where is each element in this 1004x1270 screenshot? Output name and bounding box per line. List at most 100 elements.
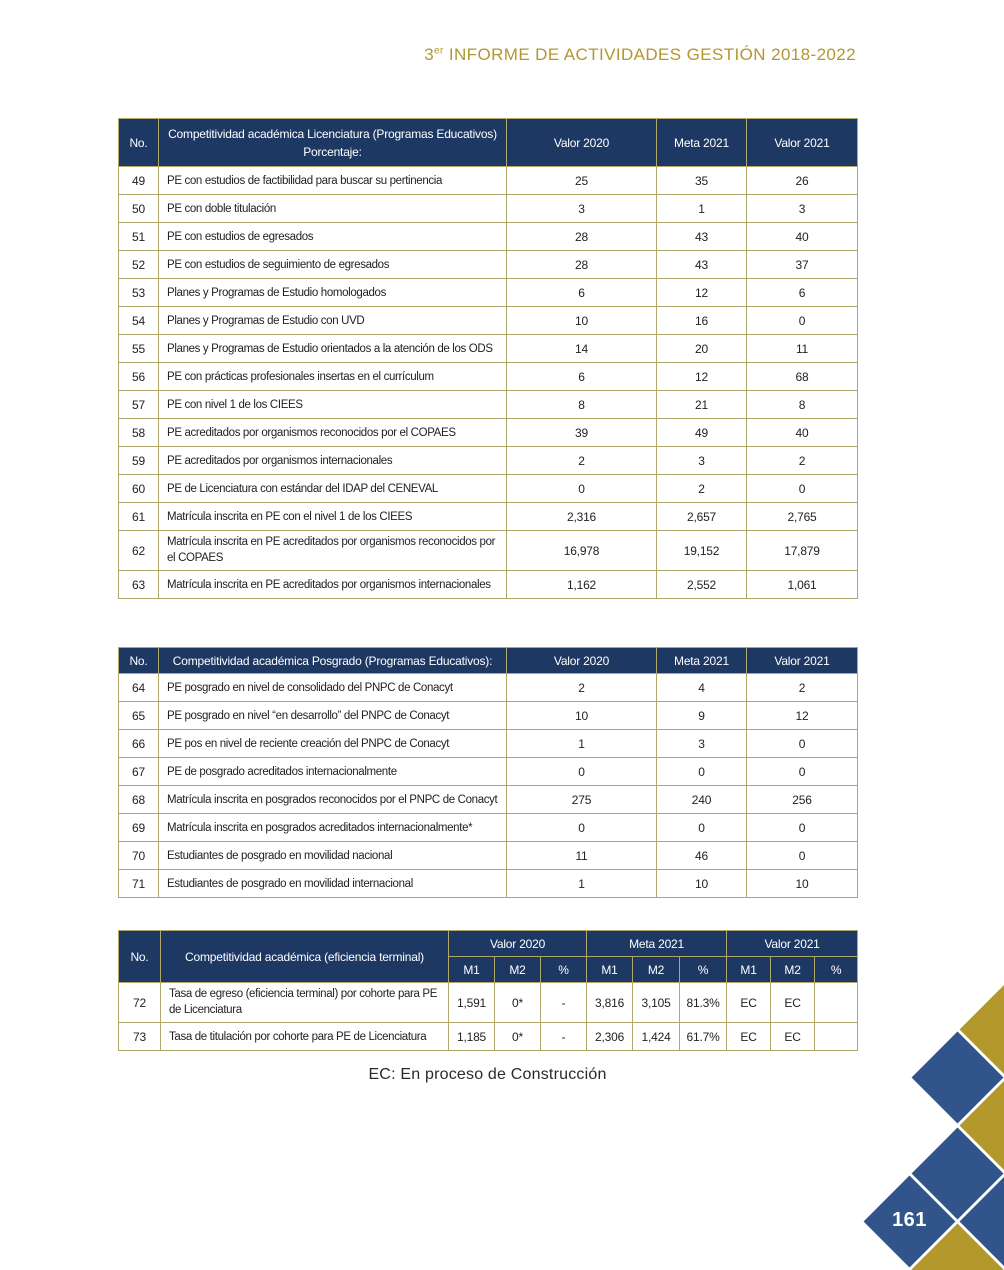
value-cell: 2,552: [656, 570, 747, 600]
table-row: 70 Estudiantes de posgrado en movilidad n…: [118, 841, 858, 870]
indicator-label-cell: Matrícula inscrita en PE con el nivel 1 …: [158, 502, 507, 531]
value-cell: 12: [656, 362, 747, 391]
page-title-text: INFORME DE ACTIVIDADES GESTIÓN 2018-2022: [443, 45, 856, 64]
value-cell: 12: [746, 701, 858, 730]
gold-diamond: [959, 1079, 1004, 1172]
page-number: 161: [892, 1209, 927, 1231]
value-cell: 3: [506, 194, 657, 223]
row-number-cell: 67: [118, 757, 159, 786]
column-subheader: M1: [586, 956, 634, 983]
value-cell: 16,978: [506, 529, 657, 572]
value-cell: 17,879: [746, 529, 858, 572]
value-cell: 8: [506, 390, 657, 419]
column-subheader: M1: [448, 956, 495, 983]
row-number-cell: 70: [118, 841, 159, 870]
value-cell: EC: [770, 1022, 816, 1052]
value-cell: 49: [656, 418, 747, 447]
row-number-cell: 57: [118, 390, 159, 419]
page-title: 3er INFORME DE ACTIVIDADES GESTIÓN 2018-…: [424, 45, 856, 65]
value-cell: 3,816: [586, 981, 634, 1024]
value-cell: 2,306: [586, 1022, 634, 1052]
column-header: Valor 2020: [506, 647, 657, 674]
indicator-label-cell: PE de Licenciatura con estándar del IDAP…: [158, 474, 507, 503]
value-cell: 2: [506, 673, 657, 702]
column-subheader: M1: [726, 956, 772, 983]
table-row: 61 Matrícula inscrita en PE con el nivel …: [118, 502, 858, 531]
indicator-label-cell: PE de posgrado acreditados internacional…: [158, 757, 507, 786]
table-row: 58 PE acreditados por organismos reconoci…: [118, 418, 858, 447]
row-number-cell: 64: [118, 673, 159, 702]
row-number-cell: 69: [118, 813, 159, 842]
value-cell: 0: [746, 757, 858, 786]
value-cell: EC: [726, 1022, 772, 1052]
value-cell: 1,185: [448, 1022, 495, 1052]
value-cell: 0: [506, 757, 657, 786]
table-row: 55 Planes y Programas de Estudio orientad…: [118, 334, 858, 363]
value-cell: [814, 981, 859, 1024]
indicator-label-cell: Planes y Programas de Estudio orientados…: [158, 334, 507, 363]
value-cell: 2,657: [656, 502, 747, 531]
row-number-cell: 68: [118, 785, 159, 814]
row-number-cell: 73: [118, 1022, 161, 1052]
value-cell: 37: [746, 250, 858, 279]
value-cell: 21: [656, 390, 747, 419]
value-cell: 1,591: [448, 981, 495, 1024]
value-cell: 10: [656, 869, 747, 898]
value-cell: 0: [656, 813, 747, 842]
value-cell: 11: [506, 841, 657, 870]
value-cell: 26: [746, 166, 858, 195]
indicator-label-cell: Tasa de egreso (eficiencia terminal) por…: [160, 981, 449, 1024]
column-header: Valor 2021: [746, 118, 858, 167]
value-cell: 0*: [494, 1022, 541, 1052]
blue-diamond: [959, 1175, 1004, 1268]
row-number-cell: 55: [118, 334, 159, 363]
value-cell: 10: [506, 701, 657, 730]
value-cell: 0*: [494, 981, 541, 1024]
value-cell: 46: [656, 841, 747, 870]
table-row: 51 PE con estudios de egresados 28 43 40: [118, 222, 858, 251]
value-cell: 256: [746, 785, 858, 814]
row-number-cell: 71: [118, 869, 159, 898]
column-group-header: Competitividad académica (eficiencia ter…: [160, 930, 449, 983]
row-number-cell: 59: [118, 446, 159, 475]
value-cell: 40: [746, 418, 858, 447]
indicator-label-cell: Estudiantes de posgrado en movilidad int…: [158, 869, 507, 898]
column-subheader: %: [539, 956, 588, 983]
value-cell: 28: [506, 222, 657, 251]
column-group-header: No.: [118, 930, 161, 983]
value-cell: 14: [506, 334, 657, 363]
indicator-label-cell: PE con nivel 1 de los CIEES: [158, 390, 507, 419]
value-cell: 12: [656, 278, 747, 307]
table-row: 63 Matrícula inscrita en PE acreditados p…: [118, 570, 858, 600]
indicator-label-cell: PE acreditados por organismos reconocido…: [158, 418, 507, 447]
value-cell: 0: [656, 757, 747, 786]
eficiencia-terminal-table: No. Competitividad académica (eficiencia …: [118, 930, 859, 1052]
indicator-label-cell: PE acreditados por organismos internacio…: [158, 446, 507, 475]
value-cell: 10: [506, 306, 657, 335]
row-number-cell: 61: [118, 502, 159, 531]
row-number-cell: 66: [118, 729, 159, 758]
value-cell: 2: [656, 474, 747, 503]
value-cell: 61.7%: [679, 1022, 728, 1052]
indicator-label-cell: Planes y Programas de Estudio con UVD: [158, 306, 507, 335]
value-cell: 1: [506, 729, 657, 758]
table-row: 53 Planes y Programas de Estudio homologa…: [118, 278, 858, 307]
ec-footnote: EC: En proceso de Construcción: [368, 1066, 607, 1083]
table-row: 57 PE con nivel 1 de los CIEES 8 21 8: [118, 390, 858, 419]
row-number-cell: 52: [118, 250, 159, 279]
column-header: No.: [118, 118, 159, 167]
column-header: Meta 2021: [656, 118, 747, 167]
value-cell: 9: [656, 701, 747, 730]
indicator-label-cell: PE con estudios de egresados: [158, 222, 507, 251]
blue-diamond-page-number: [863, 1175, 956, 1268]
value-cell: 35: [656, 166, 747, 195]
table-row: 69 Matrícula inscrita en posgrados acredi…: [118, 813, 858, 842]
value-cell: 1: [656, 194, 747, 223]
value-cell: 2: [506, 446, 657, 475]
value-cell: 11: [746, 334, 858, 363]
value-cell: 3: [656, 446, 747, 475]
table-row: 65 PE posgrado en nivel “en desarrollo” d…: [118, 701, 858, 730]
table-row: 56 PE con prácticas profesionales inserta…: [118, 362, 858, 391]
value-cell: 1,162: [506, 570, 657, 600]
